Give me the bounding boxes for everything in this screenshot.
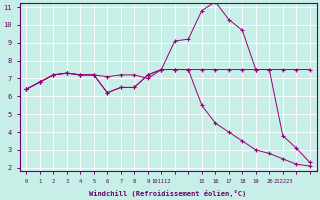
X-axis label: Windchill (Refroidissement éolien,°C): Windchill (Refroidissement éolien,°C) [90, 190, 247, 197]
